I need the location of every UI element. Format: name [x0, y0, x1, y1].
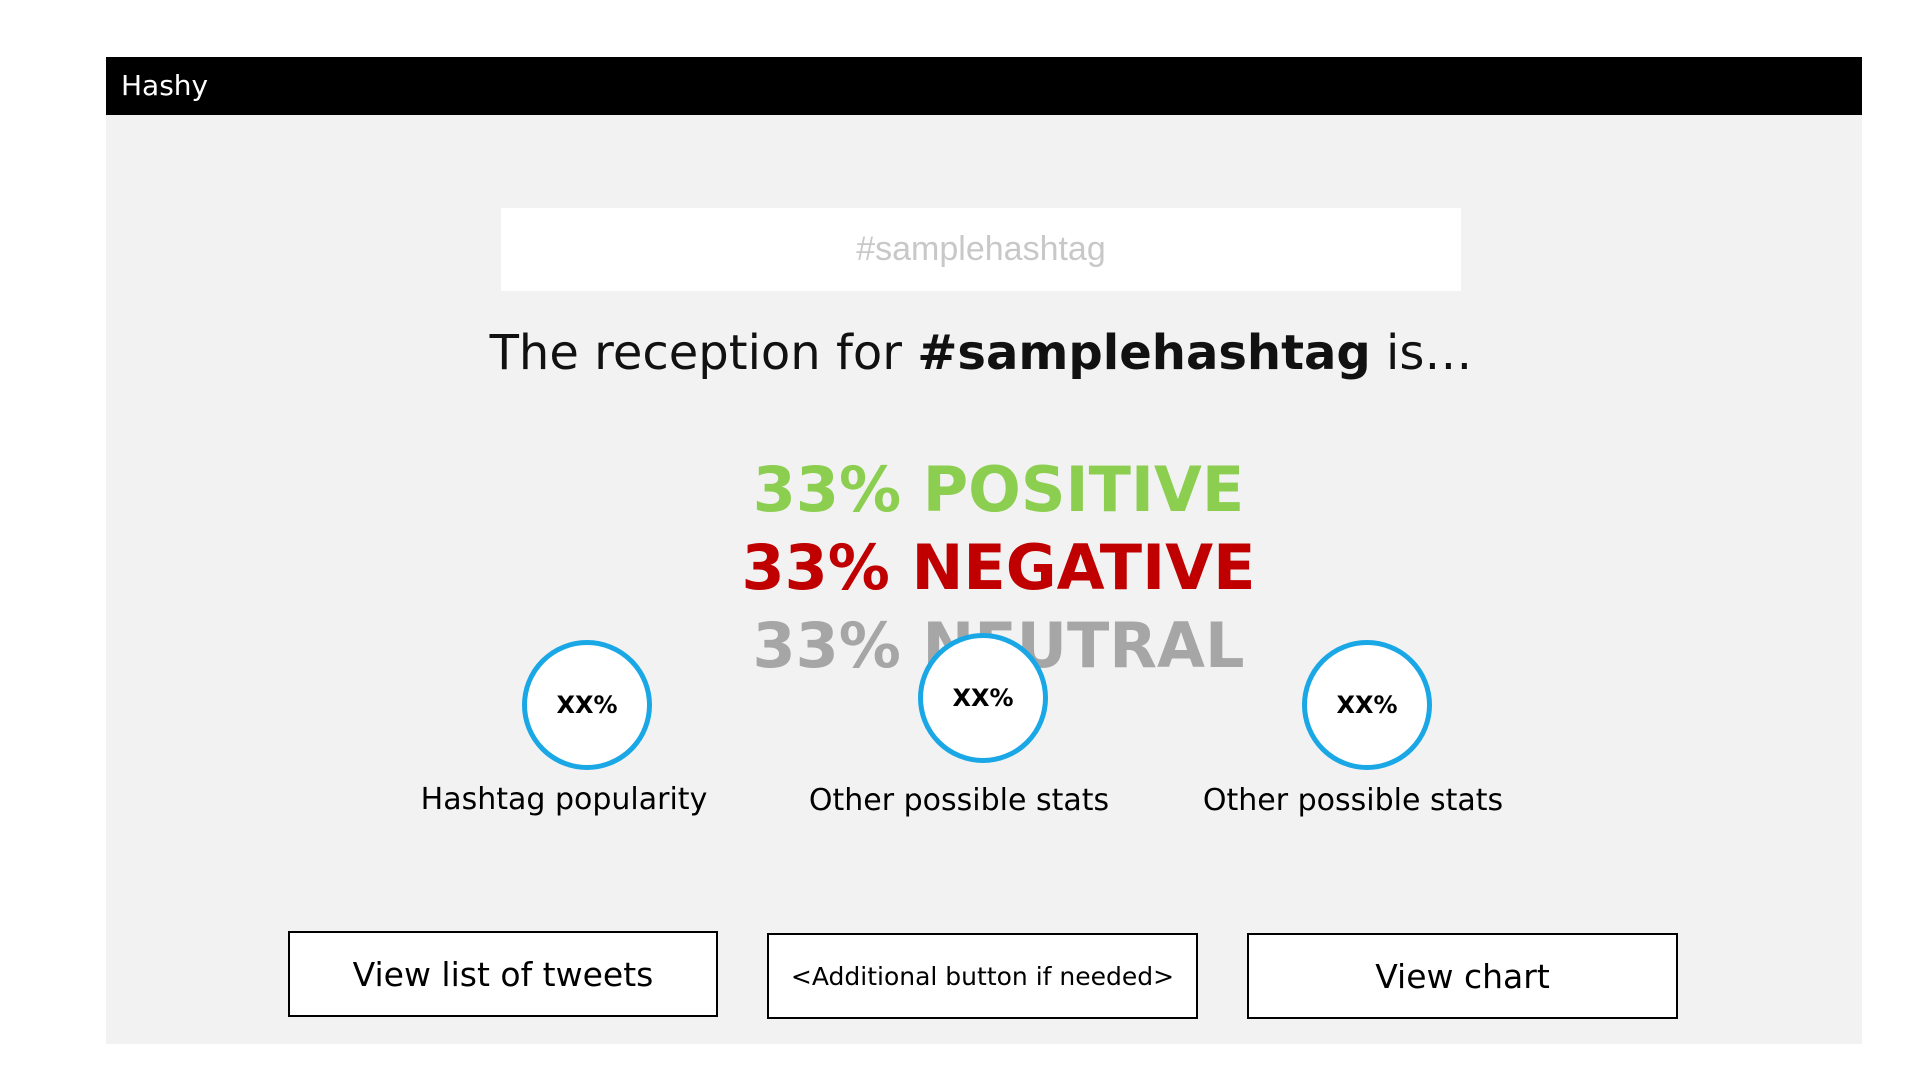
other-stat-circle-2: XX%: [1302, 640, 1432, 770]
view-tweets-button[interactable]: View list of tweets: [288, 931, 718, 1017]
app-title: Hashy: [121, 69, 209, 102]
reception-suffix: is…: [1370, 325, 1473, 381]
other-stat-value-1: XX%: [952, 684, 1014, 712]
view-chart-button[interactable]: View chart: [1247, 933, 1678, 1019]
popularity-stat-label: Hashtag popularity: [420, 782, 708, 817]
reception-hashtag: #samplehashtag: [917, 325, 1371, 381]
hashtag-search-input[interactable]: [501, 208, 1461, 291]
other-stat-label-2: Other possible stats: [1202, 783, 1504, 818]
title-bar: Hashy: [106, 57, 1862, 115]
negative-sentiment: 33% NEGATIVE: [741, 531, 1256, 604]
other-stat-circle-1: XX%: [918, 633, 1048, 763]
reception-prefix: The reception for: [489, 325, 918, 381]
popularity-stat-circle: XX%: [522, 640, 652, 770]
popularity-stat-value: XX%: [556, 691, 618, 719]
other-stat-value-2: XX%: [1336, 691, 1398, 719]
additional-button[interactable]: <Additional button if needed>: [767, 933, 1198, 1019]
reception-heading: The reception for #samplehashtag is…: [106, 325, 1856, 383]
other-stat-label-1: Other possible stats: [808, 783, 1110, 818]
app-window: Hashy The reception for #samplehashtag i…: [106, 57, 1862, 1044]
positive-sentiment: 33% POSITIVE: [752, 453, 1245, 526]
